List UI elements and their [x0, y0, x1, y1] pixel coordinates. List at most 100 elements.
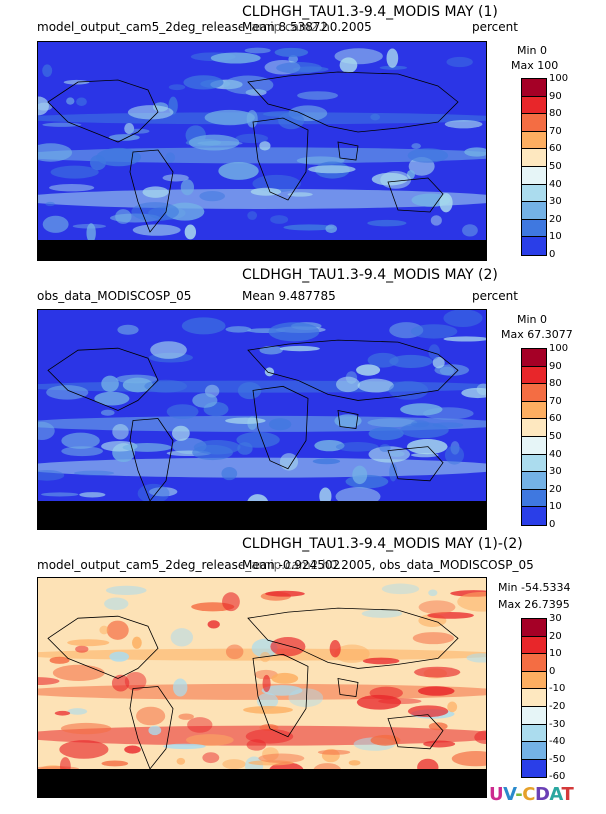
map-blob — [457, 591, 486, 612]
colorbar-swatch — [522, 131, 546, 150]
map-blob — [165, 152, 176, 163]
colorbar-swatch — [522, 219, 546, 238]
map-blob — [370, 734, 401, 746]
logo-letter: C — [522, 784, 535, 805]
map-blob — [367, 418, 418, 428]
map-blob — [180, 179, 195, 196]
colorbar-tick-label: 10 — [549, 231, 562, 243]
map-blob — [124, 671, 147, 691]
colorbar-tick-label: 70 — [549, 125, 562, 137]
map-blob — [181, 317, 226, 335]
map-blob — [444, 120, 483, 129]
map-blob — [178, 713, 194, 720]
colorbar-swatch — [522, 79, 546, 97]
map-blob — [184, 224, 197, 240]
colorbar-tick-label: 50 — [549, 161, 562, 172]
colorbar-swatch — [522, 689, 546, 707]
map-blob — [218, 162, 259, 180]
panel3-max: Max 26.7395 — [498, 598, 570, 611]
map-blob — [163, 743, 206, 750]
colorbar-swatch — [522, 419, 546, 437]
map-blob — [336, 376, 360, 393]
map-blob — [352, 465, 368, 485]
map-blob — [38, 677, 60, 686]
map-blob — [100, 409, 115, 416]
map-blob — [246, 110, 258, 128]
panel1-map — [37, 41, 487, 261]
panel1-units: percent — [472, 20, 518, 34]
map-blob — [172, 678, 188, 697]
map-blob — [99, 625, 109, 635]
map-blob — [75, 645, 89, 653]
colorbar-tick-label: 30 — [549, 613, 562, 624]
map-blob — [251, 638, 278, 658]
map-blob — [283, 224, 335, 231]
colorbar-swatch — [522, 384, 546, 402]
map-blob — [462, 224, 478, 237]
map-blob — [268, 322, 320, 342]
map-blob — [400, 403, 443, 416]
coastline — [47, 615, 159, 679]
map-blob — [262, 674, 271, 692]
map-blob — [148, 487, 178, 497]
panel1-colorbar — [521, 78, 547, 256]
colorbar-tick-label: 100 — [549, 73, 569, 84]
map-blob — [59, 740, 109, 759]
colorbar-tick-label: -30 — [549, 718, 566, 730]
map-blob — [131, 202, 179, 222]
map-blob — [243, 706, 293, 714]
map-blob — [67, 708, 88, 715]
map-blob — [417, 686, 455, 696]
map-blob — [297, 91, 338, 100]
map-blob — [379, 65, 408, 70]
map-blob — [150, 341, 187, 359]
map-blob — [262, 747, 279, 761]
map-blob — [356, 364, 381, 376]
coastline — [247, 71, 459, 133]
map-blob — [41, 492, 79, 497]
map-blob — [222, 592, 240, 612]
map-blob — [427, 612, 474, 619]
map-blob — [221, 466, 238, 481]
colorbar-tick-label: 0 — [549, 249, 556, 260]
map-blob — [312, 458, 341, 465]
map-blob — [423, 740, 456, 748]
map-blob — [447, 701, 458, 713]
map-blob — [176, 757, 186, 765]
map-band — [38, 112, 486, 125]
map-blob — [46, 385, 89, 400]
map-blob — [111, 674, 130, 692]
map-blob — [444, 445, 465, 465]
colorbar-swatch — [522, 436, 546, 455]
map-blob — [66, 97, 75, 105]
map-blob — [276, 62, 322, 74]
map-blob — [288, 688, 324, 708]
map-blob — [386, 48, 399, 68]
colorbar-swatch — [522, 489, 546, 508]
map-blob — [244, 47, 271, 54]
colorbar-swatch — [522, 671, 546, 690]
coastline — [247, 607, 459, 669]
colorbar-tick-label: 60 — [549, 143, 562, 155]
panel2-title: CLDHGH_TAU1.3-9.4_MODIS MAY (2) — [242, 267, 498, 283]
map-blob — [225, 644, 244, 660]
map-blob — [432, 422, 464, 428]
coastline — [337, 141, 359, 161]
map-blob — [461, 387, 486, 399]
map-blob — [407, 148, 449, 163]
map-band — [38, 147, 486, 164]
colorbar-swatch — [522, 349, 546, 367]
colorbar-tick-label: -20 — [549, 701, 566, 712]
logo-letter: U — [489, 784, 504, 805]
map-blob — [414, 666, 461, 678]
map-blob — [308, 165, 356, 174]
map-blob — [105, 585, 147, 596]
map-blob — [428, 722, 448, 731]
map-blob — [187, 717, 213, 733]
map-blob — [235, 133, 269, 144]
coastline — [129, 686, 174, 770]
map-blob — [371, 172, 408, 186]
coastline — [247, 339, 459, 401]
logo-letter: T — [561, 784, 574, 805]
map-blob — [124, 745, 141, 754]
